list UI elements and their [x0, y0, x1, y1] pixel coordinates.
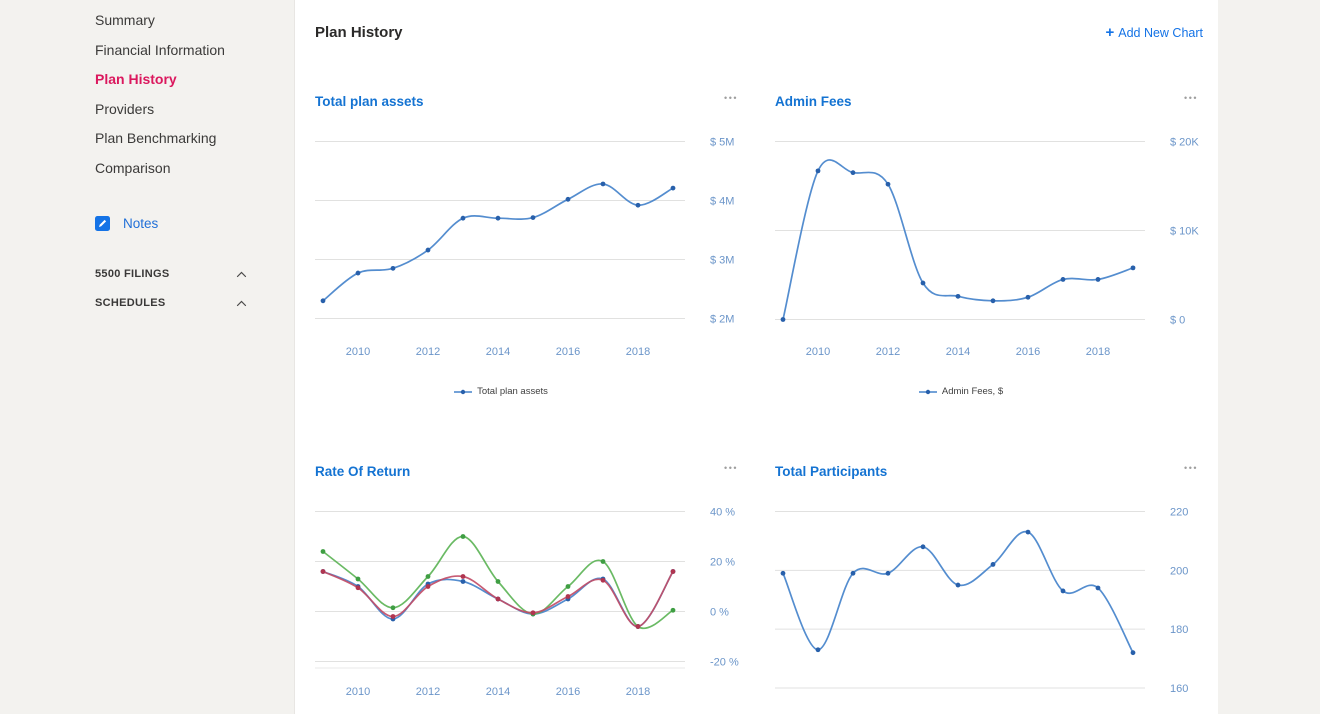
svg-text:2016: 2016	[556, 346, 580, 358]
svg-text:2010: 2010	[346, 686, 370, 698]
plus-icon: +	[1105, 24, 1115, 41]
sidebar-item-notes[interactable]: Notes	[95, 216, 158, 231]
ellipsis-menu-icon[interactable]: •••	[1184, 463, 1198, 473]
line-chart-admin-fees: $ 20K $ 10K $ 0 2010 2012 2014 2016 2018	[775, 137, 1199, 358]
chart-legend: Total plan assets	[315, 386, 687, 397]
chart-title: Admin Fees	[775, 94, 852, 109]
chart-title: Rate Of Return	[315, 464, 411, 479]
svg-text:$ 5M: $ 5M	[710, 137, 734, 149]
notes-icon	[95, 216, 110, 231]
svg-text:0 %: 0 %	[710, 607, 729, 619]
legend-label: Admin Fees, $	[941, 386, 1004, 397]
svg-text:2016: 2016	[556, 686, 580, 698]
svg-text:2010: 2010	[346, 346, 370, 358]
sidebar-section-schedules[interactable]: SCHEDULES	[95, 292, 247, 314]
sidebar-item-providers[interactable]: Providers	[95, 100, 155, 117]
chart-card-rate-of-return: Rate Of Return ••• 40 % 20 % 0 % -20 % 2010 2…	[315, 458, 740, 714]
chart-card-total-plan-assets: Total plan assets ••• $ 5M $ 4M $ 3M $ 2M 20…	[315, 88, 740, 418]
sidebar-item-comparison[interactable]: Comparison	[95, 159, 171, 176]
page-title: Plan History	[315, 24, 403, 41]
svg-text:2012: 2012	[416, 686, 440, 698]
legend-marker-icon	[918, 389, 937, 394]
line-chart-rate-of-return: 40 % 20 % 0 % -20 % 2010 2012 2014 2016 2018	[315, 507, 739, 698]
svg-text:-20 %: -20 %	[710, 657, 739, 669]
svg-text:2010: 2010	[806, 346, 830, 358]
svg-text:$ 2M: $ 2M	[710, 314, 734, 326]
svg-text:$ 20K: $ 20K	[1170, 137, 1199, 149]
svg-text:$ 4M: $ 4M	[710, 196, 734, 208]
chart-title: Total Participants	[775, 464, 888, 479]
line-chart-total-plan-assets: $ 5M $ 4M $ 3M $ 2M 2010 2012 2014 2016 2018	[315, 137, 734, 358]
svg-text:20 %: 20 %	[710, 557, 735, 569]
add-new-chart-label: Add New Chart	[1118, 26, 1203, 40]
svg-text:2016: 2016	[1016, 346, 1040, 358]
notes-label: Notes	[123, 216, 159, 231]
svg-text:2012: 2012	[876, 346, 900, 358]
svg-text:2014: 2014	[946, 346, 970, 358]
ellipsis-menu-icon[interactable]: •••	[1184, 93, 1198, 103]
chevron-up-icon	[236, 300, 247, 307]
sidebar-item-financial-information[interactable]: Financial Information	[95, 41, 225, 58]
svg-text:$ 0: $ 0	[1170, 315, 1185, 327]
legend-marker-icon	[454, 389, 473, 394]
svg-text:2014: 2014	[486, 686, 510, 698]
sidebar-item-plan-benchmarking[interactable]: Plan Benchmarking	[95, 130, 217, 147]
svg-text:2014: 2014	[486, 346, 510, 358]
ellipsis-menu-icon[interactable]: •••	[724, 93, 738, 103]
section-label: SCHEDULES	[95, 297, 166, 309]
svg-text:2018: 2018	[1086, 346, 1110, 358]
svg-text:$ 3M: $ 3M	[710, 255, 734, 267]
add-new-chart-button[interactable]: + Add New Chart	[1105, 24, 1203, 41]
svg-text:180: 180	[1170, 624, 1188, 636]
chart-card-total-participants: Total Participants ••• 22020018016020102…	[775, 458, 1200, 714]
line-chart-total-participants: 22020018016020102012201420162018	[775, 507, 1188, 695]
sidebar-item-plan-history[interactable]: Plan History	[95, 71, 177, 88]
svg-text:40 %: 40 %	[710, 507, 735, 519]
svg-text:$ 10K: $ 10K	[1170, 226, 1199, 238]
sidebar-nav: Summary Financial Information Plan Histo…	[95, 6, 285, 184]
sidebar: Summary Financial Information Plan Histo…	[0, 0, 295, 714]
svg-text:2012: 2012	[416, 346, 440, 358]
chart-title: Total plan assets	[315, 94, 424, 109]
chart-legend: Admin Fees, $	[775, 386, 1147, 397]
svg-text:220: 220	[1170, 507, 1188, 519]
svg-text:2018: 2018	[626, 346, 650, 358]
main-panel: Plan History + Add New Chart Total plan …	[295, 0, 1218, 714]
legend-label: Total plan assets	[477, 386, 548, 397]
sidebar-item-summary[interactable]: Summary	[95, 12, 155, 28]
ellipsis-menu-icon[interactable]: •••	[724, 463, 738, 473]
section-label: 5500 FILINGS	[95, 268, 170, 280]
sidebar-section-5500-filings[interactable]: 5500 FILINGS	[95, 263, 247, 285]
svg-text:200: 200	[1170, 565, 1188, 577]
svg-text:2018: 2018	[626, 686, 650, 698]
chevron-up-icon	[236, 271, 247, 278]
chart-card-admin-fees: Admin Fees ••• $ 20K $ 10K $ 0 2010 2012 2014…	[775, 88, 1200, 418]
svg-text:160: 160	[1170, 683, 1188, 695]
